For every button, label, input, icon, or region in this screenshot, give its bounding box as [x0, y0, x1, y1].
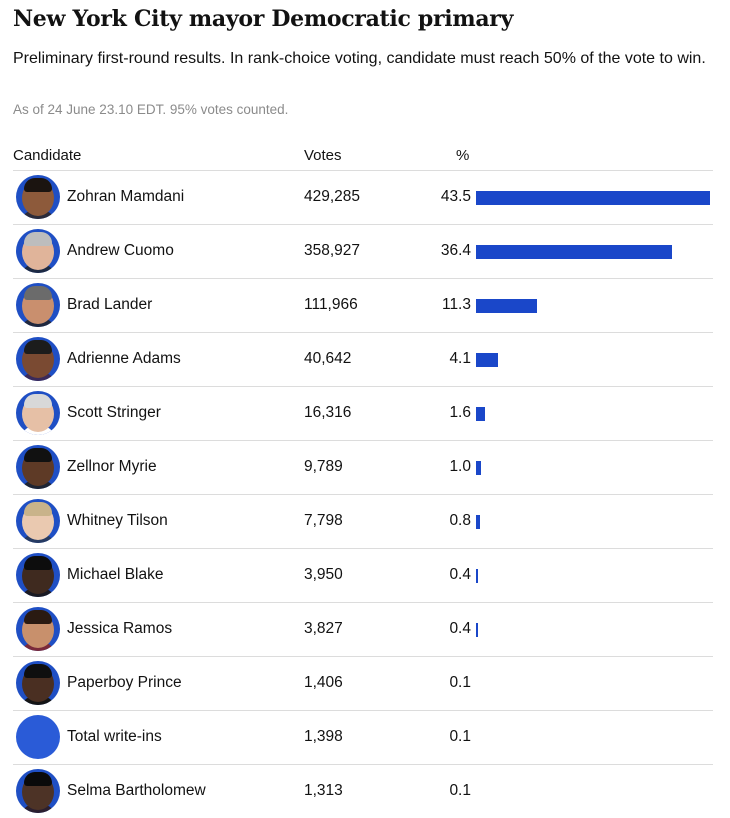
results-table: Zohran Mamdani 429,285 43.5 Andrew Cuomo 358…	[13, 171, 713, 818]
percent-bar	[476, 191, 710, 205]
avatar-hair	[24, 556, 52, 570]
percent-bar	[476, 299, 537, 313]
column-header-votes: Votes	[304, 147, 342, 164]
percent-bar	[476, 245, 672, 259]
table-row: Brad Lander 111,966 11.3	[13, 279, 713, 333]
candidate-name: Zellnor Myrie	[67, 458, 157, 475]
vote-count: 3,827	[304, 620, 343, 637]
percent-bar	[476, 569, 479, 583]
vote-percent: 4.1	[449, 350, 471, 367]
vote-percent: 0.8	[449, 512, 471, 529]
vote-count: 429,285	[304, 188, 361, 205]
vote-count: 9,789	[304, 458, 343, 475]
vote-percent: 0.1	[449, 674, 471, 691]
candidate-avatar	[16, 607, 60, 651]
percent-bar	[476, 353, 499, 367]
percent-bar	[476, 623, 479, 637]
table-row: Jessica Ramos 3,827 0.4	[13, 603, 713, 657]
vote-percent: 1.0	[449, 458, 471, 475]
table-row: Adrienne Adams 40,642 4.1	[13, 333, 713, 387]
candidate-avatar	[16, 391, 60, 435]
avatar-hair	[24, 502, 52, 516]
table-row: Selma Bartholomew 1,313 0.1	[13, 765, 713, 818]
avatar-hair	[24, 664, 52, 678]
candidate-name: Scott Stringer	[67, 404, 161, 421]
avatar-hair	[24, 286, 52, 300]
candidate-avatar	[16, 661, 60, 705]
candidate-avatar	[16, 337, 60, 381]
table-row: Andrew Cuomo 358,927 36.4	[13, 225, 713, 279]
vote-count: 111,966	[304, 296, 358, 313]
table-row: Michael Blake 3,950 0.4	[13, 549, 713, 603]
vote-percent: 0.4	[449, 566, 471, 583]
percent-bar	[476, 407, 485, 421]
vote-count: 1,406	[304, 674, 343, 691]
page-title: New York City mayor Democratic primary	[13, 6, 514, 32]
avatar-hair	[24, 394, 52, 408]
candidate-avatar	[16, 769, 60, 813]
candidate-avatar	[16, 283, 60, 327]
candidate-name: Whitney Tilson	[67, 512, 168, 529]
candidate-name: Jessica Ramos	[67, 620, 173, 637]
candidate-name: Paperboy Prince	[67, 674, 182, 691]
avatar-hair	[24, 772, 52, 786]
vote-count: 358,927	[304, 242, 361, 259]
table-row: Whitney Tilson 7,798 0.8	[13, 495, 713, 549]
vote-percent: 0.1	[449, 728, 471, 745]
vote-count: 3,950	[304, 566, 343, 583]
candidate-avatar	[16, 445, 60, 489]
header-divider	[13, 170, 713, 171]
candidate-name: Michael Blake	[67, 566, 164, 583]
percent-bar	[476, 461, 482, 475]
candidate-avatar	[16, 715, 60, 759]
candidate-name: Andrew Cuomo	[67, 242, 174, 259]
vote-count: 1,398	[304, 728, 343, 745]
vote-percent: 11.3	[441, 296, 471, 313]
table-row: Scott Stringer 16,316 1.6	[13, 387, 713, 441]
vote-percent: 0.1	[449, 782, 471, 799]
candidate-name: Total write-ins	[67, 728, 162, 745]
as-of-note: As of 24 June 23.10 EDT. 95% votes count…	[13, 102, 289, 117]
candidate-avatar	[16, 499, 60, 543]
table-row: Zohran Mamdani 429,285 43.5	[13, 171, 713, 225]
column-header-candidate: Candidate	[13, 147, 82, 164]
vote-count: 40,642	[304, 350, 352, 367]
candidate-avatar	[16, 553, 60, 597]
candidate-name: Brad Lander	[67, 296, 153, 313]
vote-percent: 1.6	[449, 404, 471, 421]
subtitle: Preliminary first-round results. In rank…	[13, 50, 706, 67]
vote-percent: 0.4	[449, 620, 471, 637]
avatar-hair	[24, 610, 52, 624]
vote-count: 7,798	[304, 512, 343, 529]
percent-bar	[476, 515, 481, 529]
avatar-hair	[24, 340, 52, 354]
candidate-avatar	[16, 229, 60, 273]
table-row: Total write-ins 1,398 0.1	[13, 711, 713, 765]
table-row: Paperboy Prince 1,406 0.1	[13, 657, 713, 711]
vote-percent: 36.4	[440, 242, 471, 259]
vote-percent: 43.5	[440, 188, 471, 205]
candidate-avatar	[16, 175, 60, 219]
column-header-pct: %	[456, 147, 470, 164]
avatar-hair	[24, 232, 52, 246]
avatar-hair	[24, 448, 52, 462]
candidate-name: Selma Bartholomew	[67, 782, 206, 799]
vote-count: 1,313	[304, 782, 343, 799]
vote-count: 16,316	[304, 404, 352, 421]
candidate-name: Adrienne Adams	[67, 350, 181, 367]
table-row: Zellnor Myrie 9,789 1.0	[13, 441, 713, 495]
avatar-hair	[24, 178, 52, 192]
candidate-name: Zohran Mamdani	[67, 188, 185, 205]
